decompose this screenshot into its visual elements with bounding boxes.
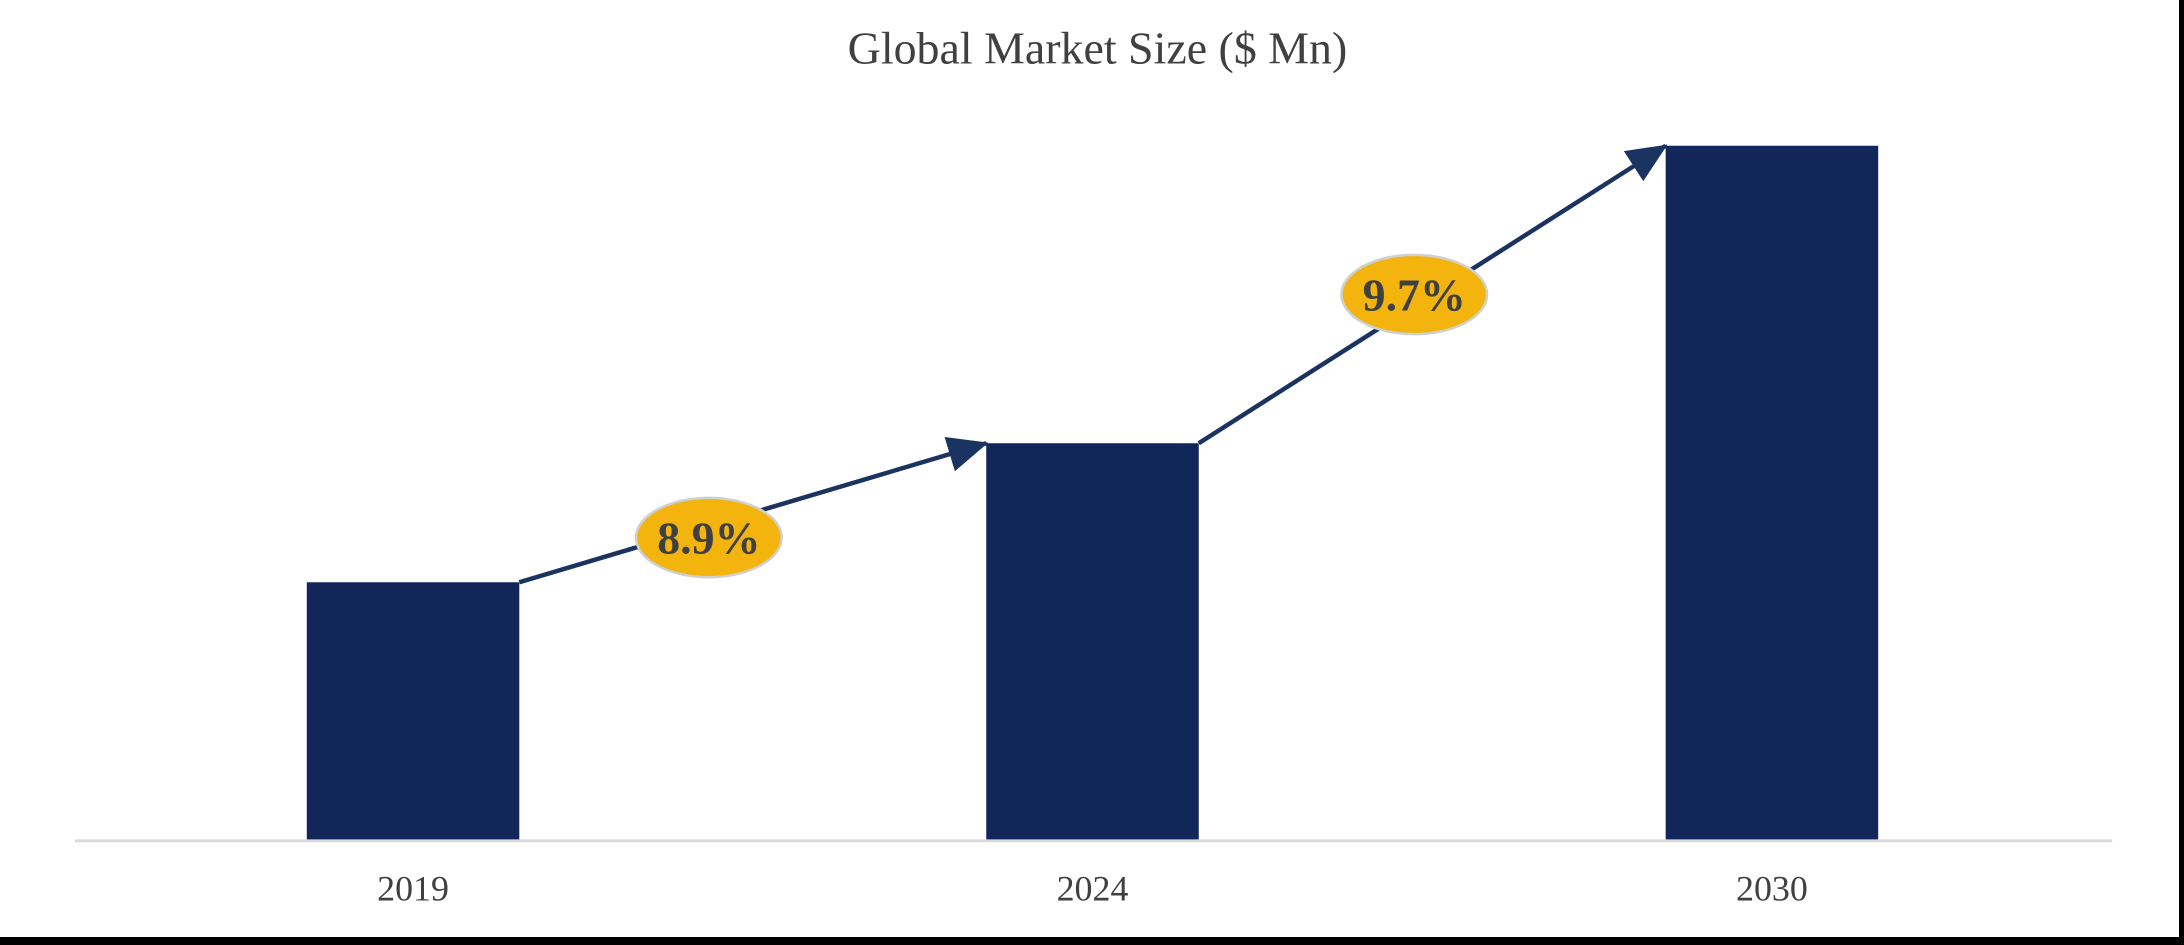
chart-title: Global Market Size ($ Mn): [848, 23, 1348, 74]
growth-badge-ellipse: [634, 496, 783, 579]
x-axis-label: 2024: [1057, 868, 1129, 908]
growth-badge-label: 9.7%: [1363, 269, 1466, 320]
x-axis-label: 2030: [1736, 868, 1808, 908]
x-axis-labels-group: 2019 2024 2030: [377, 868, 1808, 908]
bar: [306, 582, 520, 841]
growth-badge-ellipse: [1340, 253, 1489, 336]
bar: [1665, 145, 1879, 841]
growth-badge: 8.9%: [634, 496, 783, 579]
bar: [986, 443, 1199, 841]
growth-badge-label: 8.9%: [657, 513, 760, 564]
x-axis-label: 2019: [377, 868, 449, 908]
bars-group: [306, 145, 1879, 841]
growth-badge: 9.7%: [1340, 253, 1489, 336]
